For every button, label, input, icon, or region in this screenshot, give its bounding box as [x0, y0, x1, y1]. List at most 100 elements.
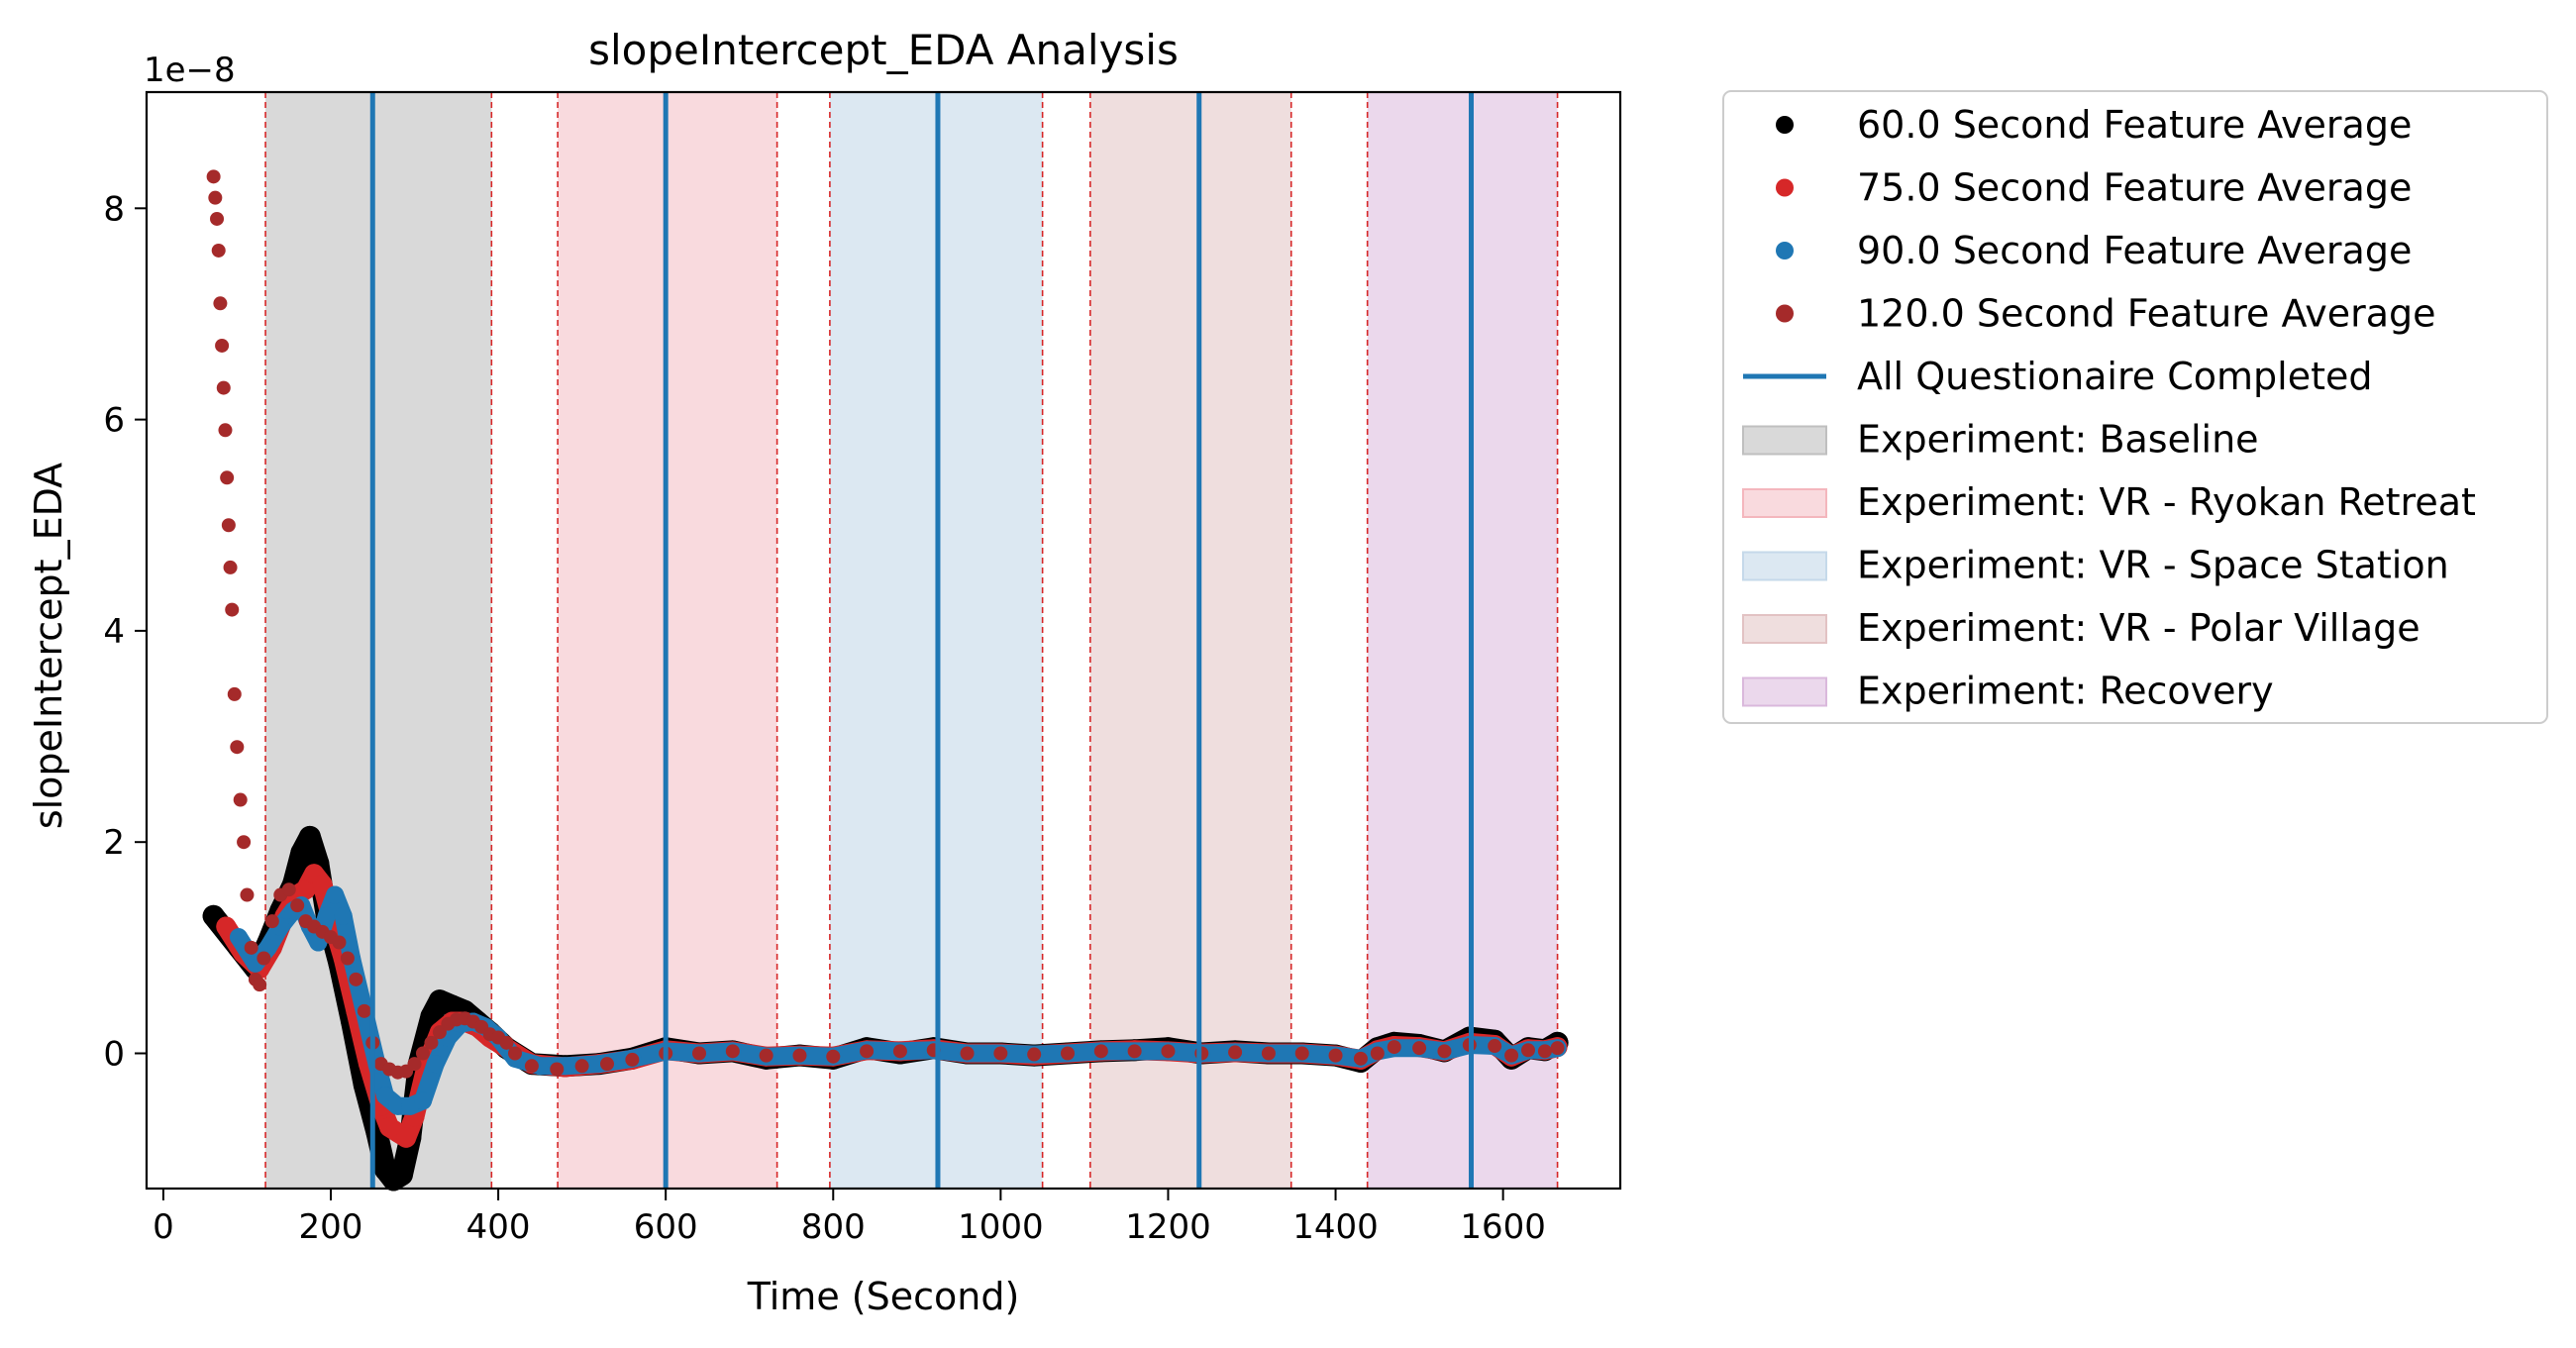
- series-3-point-67: [1027, 1047, 1042, 1062]
- series-3-point-54: [600, 1057, 614, 1072]
- legend-marker-1: [1776, 178, 1794, 197]
- series-3-point-13: [230, 740, 245, 755]
- legend-label-phase-2: Experiment: VR - Space Station: [1857, 544, 2449, 587]
- plot-frame: [145, 90, 1622, 1191]
- legend: 60.0 Second Feature Average 75.0 Second F…: [1722, 90, 2548, 724]
- legend-patch-0: [1742, 425, 1827, 456]
- series-3-point-8: [220, 470, 235, 485]
- legend-label-3: 120.0 Second Feature Average: [1857, 292, 2436, 336]
- y-tick-label-4: 8: [103, 189, 125, 229]
- series-3-point-87: [1550, 1041, 1565, 1056]
- series-1-point-16: [396, 1127, 417, 1148]
- series-3-point-19: [253, 978, 267, 992]
- series-3-point-4: [213, 296, 228, 311]
- series-2-point-9: [326, 885, 345, 904]
- series-3-point-57: [692, 1046, 706, 1061]
- series-3-point-85: [1521, 1043, 1535, 1058]
- legend-label-vline: All Questionaire Completed: [1857, 355, 2373, 398]
- legend-label-0: 60.0 Second Feature Average: [1857, 103, 2412, 147]
- x-tick-label-7: 1400: [1292, 1207, 1379, 1247]
- series-3-point-12: [227, 686, 242, 701]
- legend-marker-0: [1776, 116, 1794, 134]
- series-3-point-3: [211, 243, 226, 258]
- y-tick-label-0: 0: [103, 1034, 125, 1074]
- series-3-point-73: [1228, 1045, 1243, 1060]
- series-3-point-1: [208, 190, 223, 205]
- series-3-point-59: [759, 1048, 773, 1063]
- series-3-point-61: [826, 1049, 841, 1064]
- x-tick-label-8: 1600: [1460, 1207, 1546, 1247]
- legend-label-phase-1: Experiment: VR - Ryokan Retreat: [1857, 480, 2476, 524]
- series-3-point-55: [625, 1052, 640, 1067]
- series-3-point-23: [281, 882, 296, 897]
- series-1-point-6: [295, 880, 316, 900]
- series-3-point-50: [508, 1046, 522, 1061]
- series-2-point-15: [388, 1096, 407, 1115]
- y-axis-offset-label: 1e−8: [144, 51, 236, 90]
- series-0-point-7: [298, 825, 321, 848]
- series-3-point-51: [524, 1059, 539, 1074]
- series-2-point-14: [375, 1087, 394, 1105]
- legend-patch-4: [1742, 676, 1827, 707]
- series-3-point-9: [221, 518, 236, 533]
- series-3-point-24: [290, 898, 305, 913]
- series-2-point-18: [426, 1055, 445, 1074]
- x-tick-label-3: 600: [634, 1207, 698, 1247]
- series-2-point-8: [317, 906, 336, 925]
- series-3-point-84: [1504, 1048, 1519, 1063]
- chart-title: slopeIntercept_EDA Analysis: [588, 26, 1179, 74]
- legend-patch-2: [1742, 551, 1827, 581]
- legend-marker-3: [1776, 304, 1794, 323]
- series-3-point-7: [218, 423, 233, 438]
- series-3-point-32: [357, 1003, 371, 1018]
- series-3-point-14: [233, 792, 248, 807]
- series-3-point-30: [340, 951, 355, 966]
- series-3-point-66: [993, 1046, 1008, 1061]
- legend-patch-3: [1742, 614, 1827, 644]
- series-3-point-5: [215, 338, 230, 353]
- series-3-point-69: [1093, 1044, 1108, 1059]
- x-tick-label-0: 0: [153, 1207, 174, 1247]
- legend-label-phase-0: Experiment: Baseline: [1857, 418, 2259, 462]
- series-3-point-86: [1537, 1044, 1552, 1059]
- series-2-point-10: [334, 906, 353, 925]
- series-3-point-77: [1353, 1051, 1368, 1066]
- series-3-point-29: [332, 935, 347, 950]
- series-3-point-2: [210, 211, 225, 226]
- series-3-point-49: [499, 1035, 514, 1050]
- legend-label-phase-4: Experiment: Recovery: [1857, 670, 2274, 713]
- series-3-point-16: [240, 887, 255, 902]
- x-axis-label: Time (Second): [747, 1275, 1020, 1318]
- series-3-point-52: [550, 1062, 565, 1077]
- phase-band-4: [1367, 92, 1558, 1189]
- series-3-point-41: [432, 1025, 447, 1040]
- phase-bands: [264, 92, 1559, 1189]
- series-3-point-39: [416, 1046, 430, 1061]
- series-3-point-74: [1261, 1046, 1276, 1061]
- series-3-point-78: [1370, 1046, 1385, 1061]
- series-1-point-8: [312, 874, 333, 894]
- y-tick-label-3: 6: [103, 401, 125, 441]
- legend-marker-2: [1776, 242, 1794, 259]
- series-2-point-17: [414, 1091, 432, 1110]
- series-3-point-62: [860, 1044, 875, 1059]
- series-3-point-79: [1387, 1040, 1401, 1055]
- series-3-point-63: [892, 1044, 907, 1059]
- questionnaire-lines: [369, 92, 1475, 1189]
- y-tick-label-2: 4: [103, 612, 125, 652]
- series-3-point-10: [223, 560, 238, 574]
- series-3-point-76: [1328, 1048, 1343, 1063]
- series-3-point-0: [206, 169, 221, 184]
- series-3-point-65: [960, 1046, 975, 1061]
- legend-label-2: 90.0 Second Feature Average: [1857, 229, 2412, 272]
- legend-patch-1: [1742, 488, 1827, 518]
- series-3-point-31: [349, 972, 363, 986]
- phase-band-3: [1089, 92, 1291, 1189]
- legend-frame: [1722, 90, 2548, 724]
- series-3-point-68: [1061, 1046, 1075, 1061]
- series-3-point-38: [407, 1057, 422, 1072]
- y-axis-label: slopeIntercept_EDA: [27, 463, 70, 829]
- x-tick-label-5: 1000: [958, 1207, 1044, 1247]
- legend-label-phase-3: Experiment: VR - Polar Village: [1857, 606, 2421, 650]
